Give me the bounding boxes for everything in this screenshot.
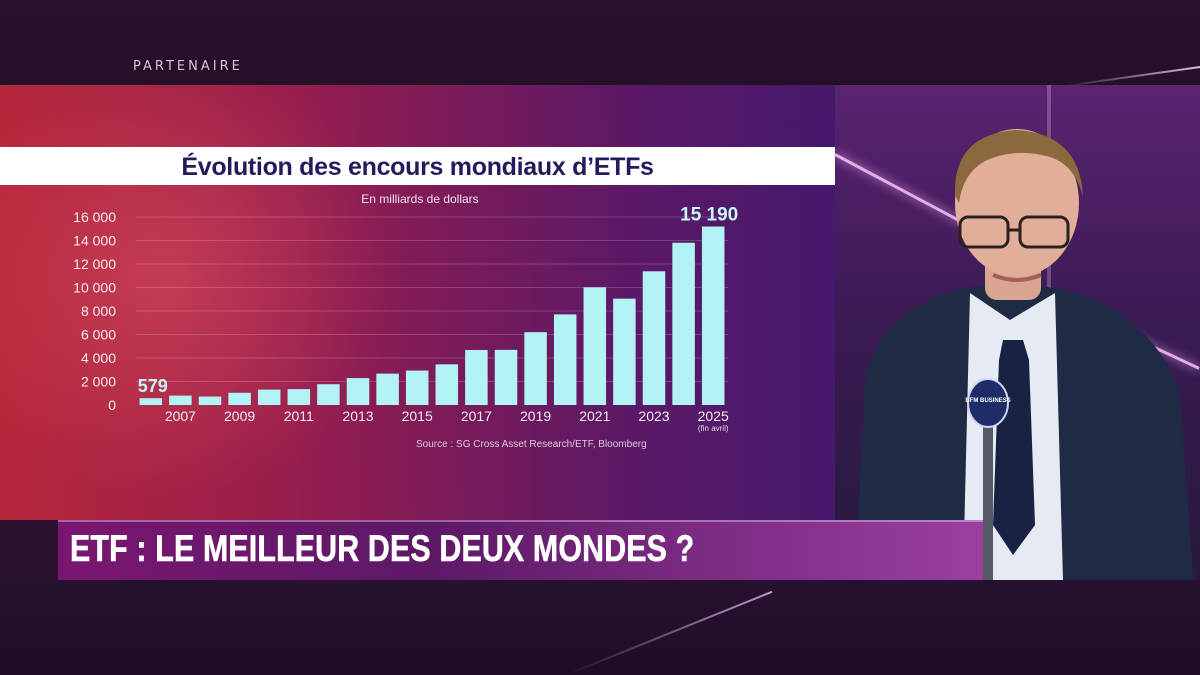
x-tick-label: 2015 <box>402 408 433 424</box>
y-tick-label: 2 000 <box>81 374 116 390</box>
bar-2010 <box>257 389 281 405</box>
chart-title-band: Évolution des encours mondiaux d’ETFs <box>0 147 835 185</box>
bar-2019 <box>524 332 547 405</box>
x-tick-label: 2019 <box>520 408 551 424</box>
microphone-icon <box>983 425 993 580</box>
bar-2020 <box>553 314 577 405</box>
bar-2018 <box>494 349 518 405</box>
x-tick-label: 2007 <box>165 408 196 424</box>
x-tick-label: 2023 <box>638 408 669 424</box>
bar-2012 <box>317 384 340 405</box>
x-tick-label: 2025 <box>698 408 729 424</box>
data-label-2006: 579 <box>138 376 168 396</box>
bar-2013 <box>346 378 370 405</box>
bar-2011 <box>287 389 311 405</box>
y-tick-label: 4 000 <box>81 350 116 366</box>
presenter-tie <box>993 340 1035 555</box>
bar-2023 <box>642 271 666 405</box>
partner-label: PARTENAIRE <box>133 59 243 74</box>
chart-title: Évolution des encours mondiaux d’ETFs <box>181 153 654 181</box>
x-tick-label: 2017 <box>461 408 492 424</box>
bar-2009 <box>228 392 251 405</box>
bar-2024 <box>672 242 695 405</box>
bar-2025 <box>701 226 725 405</box>
x-tick-label: 2009 <box>224 408 255 424</box>
x-tick-label: 2013 <box>342 408 373 424</box>
glasses-icon <box>958 215 1010 249</box>
headline: ETF : LE MEILLEUR DES DEUX MONDES ? <box>70 528 695 570</box>
bar-2022 <box>613 298 636 405</box>
bar-2014 <box>376 373 399 405</box>
y-tick-label: 0 <box>108 397 116 413</box>
microphone-logo: BFM BUSINESS <box>965 398 1010 404</box>
y-tick-label: 10 000 <box>73 280 116 296</box>
chart-panel: Évolution des encours mondiaux d’ETFs En… <box>0 85 835 520</box>
bar-2008 <box>198 396 222 405</box>
x-tick-note: (fin avril) <box>698 424 729 433</box>
bar-2021 <box>583 287 607 405</box>
y-tick-label: 14 000 <box>73 233 116 249</box>
bar-2016 <box>435 364 459 405</box>
x-tick-label: 2011 <box>284 408 314 424</box>
data-label-2025: 15 190 <box>680 205 738 226</box>
presenter: BFM BUSINESS <box>855 129 1193 580</box>
x-tick-label: 2021 <box>579 408 610 424</box>
chart-subtitle: En milliards de dollars <box>361 192 479 206</box>
bar-2006 <box>139 398 163 405</box>
y-tick-label: 8 000 <box>81 303 116 319</box>
y-tick-label: 6 000 <box>81 327 116 343</box>
y-tick-label: 12 000 <box>73 256 116 272</box>
chart-source: Source : SG Cross Asset Research/ETF, Bl… <box>416 439 647 450</box>
bar-chart: 0 2 000 4 000 6 000 8 000 10 000 12 000 14 000 1… <box>73 205 738 433</box>
bar-2017 <box>465 350 488 405</box>
lower-third-banner <box>58 520 983 580</box>
presenter-hair <box>954 130 1083 203</box>
presenter-head <box>955 129 1079 277</box>
presenter-camera: BFM BUSINESS <box>835 85 1200 580</box>
bar-2015 <box>405 370 429 405</box>
bar-2007 <box>169 395 192 405</box>
y-tick-label: 16 000 <box>73 209 116 225</box>
